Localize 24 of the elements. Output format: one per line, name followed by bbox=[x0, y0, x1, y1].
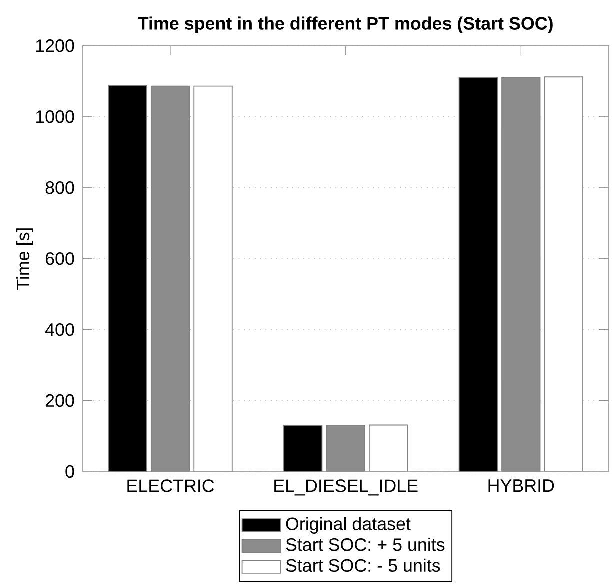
legend-label: Start SOC: - 5 units bbox=[286, 558, 440, 572]
bar bbox=[284, 425, 323, 472]
y-tick-label: 1000 bbox=[36, 110, 74, 124]
y-tick-label: 400 bbox=[45, 324, 74, 336]
x-tick-label: ELECTRIC bbox=[128, 480, 214, 492]
y-tick-label: 1200 bbox=[36, 40, 74, 52]
bar bbox=[150, 86, 190, 472]
y-tick-label: 200 bbox=[46, 394, 74, 408]
legend-label: Start SOC: + 5 units bbox=[286, 538, 445, 552]
legend-label: Original dataset bbox=[286, 517, 411, 534]
chart-title: Time spent in the different PT modes (Start SOC) bbox=[138, 16, 553, 34]
x-tick-label: HYBRID bbox=[488, 480, 554, 492]
bar bbox=[458, 77, 498, 472]
bar bbox=[326, 425, 366, 472]
y-tick-label: 600 bbox=[46, 252, 74, 266]
y-tick-label: 800 bbox=[46, 182, 74, 194]
x-tick-label: EL_DIESEL_IDLE bbox=[274, 480, 418, 496]
bar bbox=[368, 424, 408, 472]
bar bbox=[194, 86, 233, 472]
bar bbox=[502, 77, 541, 472]
y-tick-label: 0 bbox=[66, 465, 74, 478]
bar bbox=[108, 85, 148, 472]
y-axis-title: Time [s] bbox=[16, 228, 34, 290]
bar bbox=[544, 76, 584, 472]
